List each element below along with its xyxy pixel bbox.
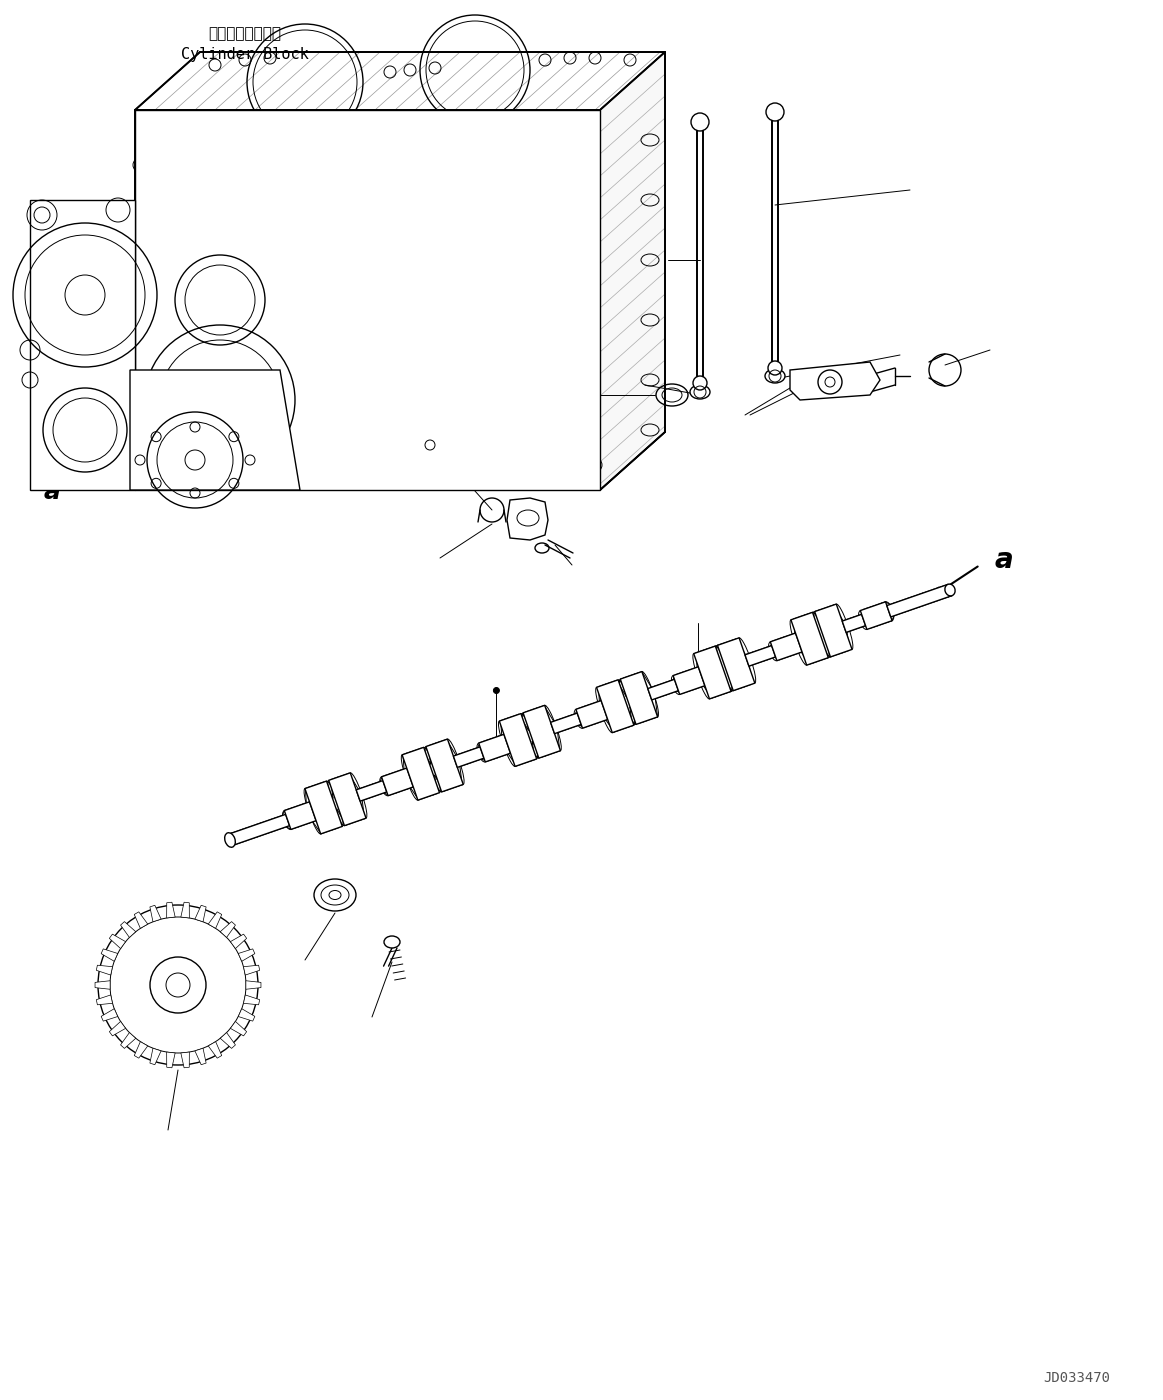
Circle shape [693,377,707,391]
Polygon shape [130,370,300,490]
Polygon shape [95,981,110,990]
Polygon shape [648,679,678,700]
Polygon shape [454,746,484,767]
Polygon shape [329,773,366,826]
Polygon shape [790,363,880,400]
Polygon shape [97,995,113,1005]
Polygon shape [101,1009,117,1021]
Polygon shape [238,949,255,962]
Polygon shape [220,1033,235,1049]
Circle shape [424,440,435,449]
Polygon shape [861,602,892,630]
Polygon shape [195,906,206,921]
Polygon shape [718,638,755,690]
Polygon shape [550,713,582,734]
Polygon shape [815,603,852,657]
Polygon shape [181,902,190,918]
Polygon shape [284,802,316,829]
Polygon shape [576,700,608,728]
Polygon shape [30,200,135,490]
Circle shape [98,904,258,1065]
Polygon shape [220,921,235,938]
Polygon shape [150,906,162,921]
Polygon shape [134,911,148,928]
Polygon shape [134,1042,148,1058]
Circle shape [766,104,784,120]
Text: a: a [996,546,1014,574]
Polygon shape [135,52,665,111]
Polygon shape [770,633,802,661]
Polygon shape [208,1042,222,1058]
Polygon shape [109,1022,126,1036]
Text: a: a [43,480,60,504]
Polygon shape [499,714,536,766]
Polygon shape [693,645,732,699]
Polygon shape [121,1033,136,1049]
Polygon shape [305,781,342,834]
Text: JD033470: JD033470 [1043,1371,1110,1385]
Text: Cylinder Block: Cylinder Block [181,46,309,62]
Text: シリンダブロック: シリンダブロック [208,27,281,42]
Polygon shape [600,52,665,490]
Polygon shape [620,672,657,724]
Polygon shape [228,815,290,846]
Polygon shape [842,615,865,633]
Ellipse shape [314,879,356,911]
Polygon shape [243,995,259,1005]
Ellipse shape [384,937,400,948]
Polygon shape [121,921,136,938]
Polygon shape [381,769,413,795]
Ellipse shape [224,833,235,847]
Polygon shape [245,981,261,990]
Polygon shape [109,934,126,949]
Polygon shape [208,911,222,928]
Polygon shape [426,739,463,792]
Polygon shape [507,498,548,540]
Polygon shape [523,706,561,759]
Polygon shape [166,902,176,918]
Circle shape [493,687,499,693]
Circle shape [768,361,782,375]
Polygon shape [745,645,776,666]
Ellipse shape [944,584,955,596]
Polygon shape [402,748,440,801]
Polygon shape [97,965,113,974]
Polygon shape [238,1009,255,1021]
Polygon shape [356,781,387,801]
Polygon shape [887,584,952,617]
Polygon shape [181,1051,190,1068]
Polygon shape [101,949,117,962]
Polygon shape [166,1051,176,1068]
Polygon shape [230,1022,247,1036]
Polygon shape [673,666,705,694]
Polygon shape [230,934,247,949]
Polygon shape [791,612,828,665]
Polygon shape [597,680,634,732]
Polygon shape [135,111,600,490]
Polygon shape [150,1049,162,1065]
Polygon shape [243,965,259,974]
Circle shape [691,113,709,132]
Polygon shape [479,735,511,762]
Polygon shape [195,1049,206,1065]
